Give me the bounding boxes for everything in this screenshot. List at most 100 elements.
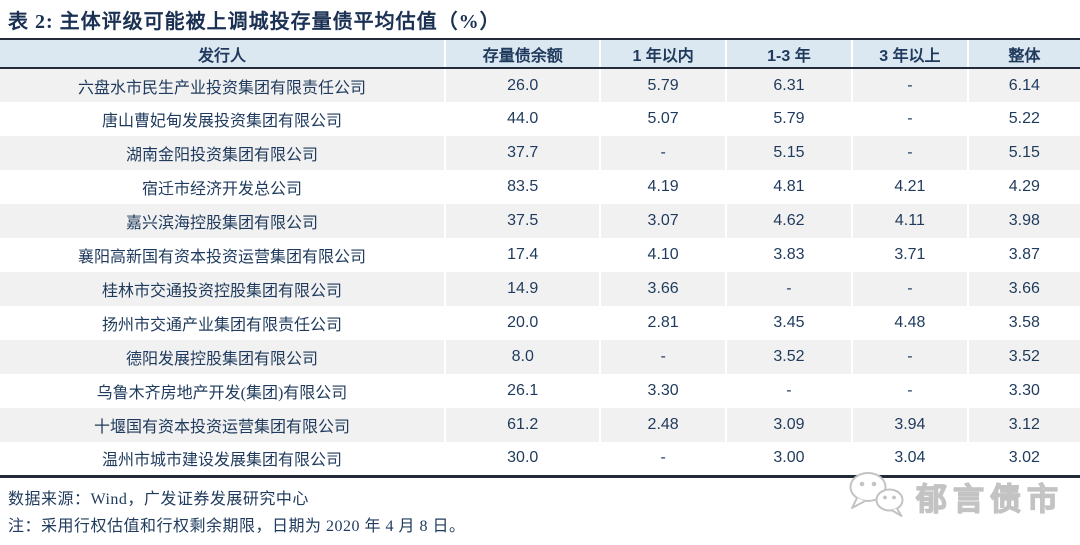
value-cell: 8.0	[443, 340, 601, 374]
value-cell: -	[724, 272, 853, 306]
value-cell: 3.04	[851, 442, 968, 476]
column-header-outstanding: 存量债余额	[443, 40, 601, 69]
methodology-note: 注：采用行权估值和行权剩余期限，日期为 2020 年 4 月 8 日。	[8, 517, 466, 535]
value-cell: 61.2	[443, 408, 601, 442]
value-cell: 2.48	[599, 408, 726, 442]
value-cell: 6.14	[966, 68, 1080, 102]
issuer-cell: 扬州市交通产业集团有限责任公司	[101, 317, 342, 334]
column-header-issuer: 发行人	[0, 40, 445, 69]
value-cell: 3.66	[599, 272, 726, 306]
table-footer: 数据来源：Wind，广发证券发展研究中心 注：采用行权估值和行权剩余期限，日期为…	[0, 478, 1080, 540]
value-cell: 5.79	[599, 68, 726, 102]
value-cell: 26.0	[443, 68, 601, 102]
issuer-cell: 襄阳高新国有资本投资运营集团有限公司	[77, 249, 366, 266]
value-cell: -	[851, 374, 968, 408]
data-source-note: 数据来源：Wind，广发证券发展研究中心	[8, 490, 309, 508]
value-cell: 5.15	[724, 136, 853, 170]
table-row: 十堰国有资本投资运营集团有限公司 61.2 2.48 3.09 3.94 3.12	[0, 408, 1080, 442]
value-cell: 4.19	[599, 170, 726, 204]
value-cell: 3.07	[599, 204, 726, 238]
value-cell: 3.52	[724, 340, 853, 374]
value-cell: 4.21	[851, 170, 968, 204]
table-row: 襄阳高新国有资本投资运营集团有限公司 17.4 4.10 3.83 3.71 3.87	[0, 238, 1080, 272]
value-cell: 5.79	[724, 102, 853, 136]
value-cell: 5.07	[599, 102, 726, 136]
value-cell: 3.09	[724, 408, 853, 442]
value-cell: 3.52	[966, 340, 1080, 374]
column-header-overall: 整体	[966, 40, 1080, 69]
table-title-bar: 表 2: 主体评级可能被上调城投存量债平均估值（%）	[0, 0, 1080, 40]
value-cell: 5.15	[966, 136, 1080, 170]
table-row: 温州市城市建设发展集团有限公司 30.0-3.00 3.04 3.02	[0, 442, 1080, 476]
value-cell: 5.22	[966, 102, 1080, 136]
value-cell: 3.94	[851, 408, 968, 442]
value-cell: 6.31	[724, 68, 853, 102]
value-cell: 37.5	[443, 204, 601, 238]
value-cell: 3.30	[599, 374, 726, 408]
value-cell: 4.10	[599, 238, 726, 272]
value-cell: 44.0	[443, 102, 601, 136]
table-row: 六盘水市民生产业投资集团有限责任公司 26.0 5.79 6.31-6.14	[0, 68, 1080, 102]
issuer-cell: 乌鲁木齐房地产开发(集团)有限公司	[96, 385, 348, 402]
column-header-over-3y: 3 年以上	[851, 40, 968, 69]
valuation-table: 发行人 存量债余额 1 年以内 1-3 年 3 年以上 整体 六盘水市民生产业投…	[0, 40, 1080, 478]
value-cell: -	[599, 136, 726, 170]
value-cell: 4.62	[724, 204, 853, 238]
value-cell: 3.30	[966, 374, 1080, 408]
value-cell: 4.29	[966, 170, 1080, 204]
issuer-cell: 温州市城市建设发展集团有限公司	[101, 452, 342, 470]
issuer-cell: 嘉兴滨海控股集团有限公司	[125, 215, 318, 232]
table-row: 湖南金阳投资集团有限公司 37.7-5.15-5.15	[0, 136, 1080, 170]
value-cell: 3.58	[966, 306, 1080, 340]
value-cell: 3.71	[851, 238, 968, 272]
value-cell: -	[599, 340, 726, 374]
value-cell: 3.87	[966, 238, 1080, 272]
value-cell: 37.7	[443, 136, 601, 170]
value-cell: 2.81	[599, 306, 726, 340]
issuer-cell: 桂林市交通投资控股集团有限公司	[101, 283, 342, 300]
value-cell: 3.98	[966, 204, 1080, 238]
table-row: 嘉兴滨海控股集团有限公司 37.5 3.07 4.62 4.11 3.98	[0, 204, 1080, 238]
value-cell: 20.0	[443, 306, 601, 340]
value-cell: -	[851, 340, 968, 374]
column-header-under-1y: 1 年以内	[599, 40, 726, 69]
table-body: 六盘水市民生产业投资集团有限责任公司 26.0 5.79 6.31-6.14 唐山曹妃甸…	[0, 68, 1080, 476]
value-cell: 3.45	[724, 306, 853, 340]
header-row: 发行人 存量债余额 1 年以内 1-3 年 3 年以上 整体	[0, 40, 1080, 69]
table-row: 扬州市交通产业集团有限责任公司 20.0 2.81 3.45 4.48 3.58	[0, 306, 1080, 340]
value-cell: 14.9	[443, 272, 601, 306]
value-cell: 4.11	[851, 204, 968, 238]
value-cell: 3.12	[966, 408, 1080, 442]
issuer-cell: 宿迁市经济开发总公司	[141, 181, 302, 198]
table-row: 德阳发展控股集团有限公司 8.0-3.52-3.52	[0, 340, 1080, 374]
table-row: 乌鲁木齐房地产开发(集团)有限公司 26.1 3.30- -3.30	[0, 374, 1080, 408]
value-cell: -	[724, 374, 853, 408]
issuer-cell: 德阳发展控股集团有限公司	[125, 351, 318, 368]
value-cell: 4.81	[724, 170, 853, 204]
value-cell: 83.5	[443, 170, 601, 204]
issuer-cell: 湖南金阳投资集团有限公司	[125, 147, 318, 164]
value-cell: -	[599, 442, 726, 476]
value-cell: -	[851, 102, 968, 136]
table-row: 宿迁市经济开发总公司 83.5 4.19 4.81 4.21 4.29	[0, 170, 1080, 204]
value-cell: 17.4	[443, 238, 601, 272]
table-row: 桂林市交通投资控股集团有限公司 14.9 3.66- -3.66	[0, 272, 1080, 306]
value-cell: -	[851, 68, 968, 102]
value-cell: -	[851, 272, 968, 306]
table-header: 发行人 存量债余额 1 年以内 1-3 年 3 年以上 整体	[0, 40, 1080, 69]
value-cell: 3.02	[966, 442, 1080, 476]
value-cell: 4.48	[851, 306, 968, 340]
column-header-1-3y: 1-3 年	[724, 40, 853, 69]
issuer-cell: 十堰国有资本投资运营集团有限公司	[93, 419, 350, 436]
value-cell: 3.83	[724, 238, 853, 272]
table-row: 唐山曹妃甸发展投资集团有限公司 44.0 5.07 5.79-5.22	[0, 102, 1080, 136]
value-cell: 3.00	[724, 442, 853, 476]
table-title: 表 2: 主体评级可能被上调城投存量债平均估值（%）	[8, 10, 501, 33]
issuer-cell: 六盘水市民生产业投资集团有限责任公司	[77, 79, 366, 97]
value-cell: 26.1	[443, 374, 601, 408]
value-cell: 30.0	[443, 442, 601, 476]
issuer-cell: 唐山曹妃甸发展投资集团有限公司	[101, 113, 342, 130]
value-cell: -	[851, 136, 968, 170]
value-cell: 3.66	[966, 272, 1080, 306]
